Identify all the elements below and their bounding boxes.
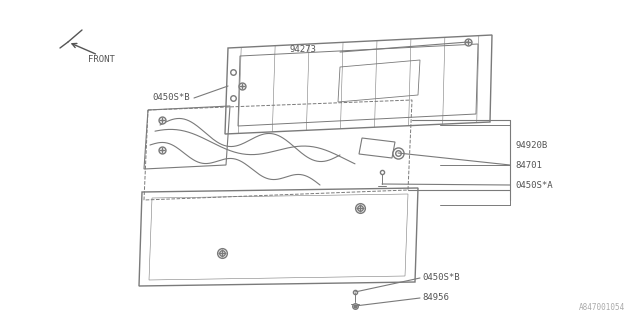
Text: A847001054: A847001054	[579, 303, 625, 312]
Text: 0450S*B: 0450S*B	[422, 274, 460, 283]
Text: 94273: 94273	[290, 45, 317, 54]
Text: 0450S*A: 0450S*A	[515, 180, 552, 189]
Text: 84701: 84701	[515, 161, 542, 170]
Text: 94920B: 94920B	[515, 140, 547, 149]
Text: 84956: 84956	[422, 293, 449, 302]
Text: FRONT: FRONT	[88, 55, 115, 65]
Text: 0450S*B: 0450S*B	[152, 93, 189, 102]
